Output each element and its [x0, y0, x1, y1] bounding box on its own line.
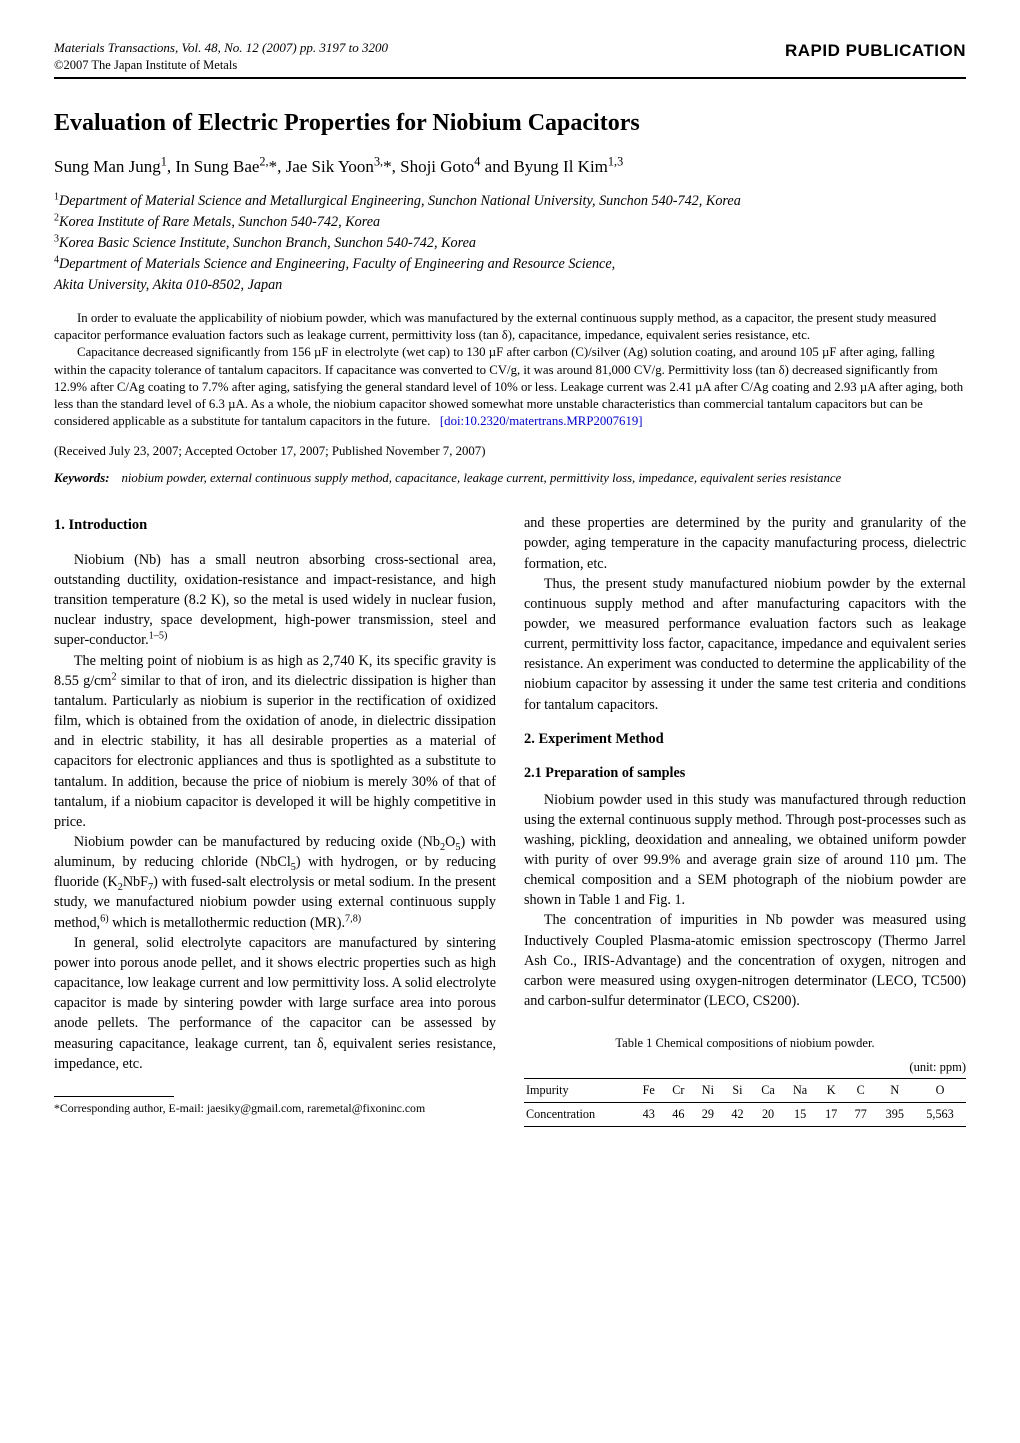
journal-line: Materials Transactions, Vol. 48, No. 12 … [54, 40, 388, 57]
table-1-caption: Table 1 Chemical compositions of niobium… [524, 1035, 966, 1053]
footnote-separator [54, 1096, 174, 1097]
table-1-col-8: C [846, 1078, 876, 1102]
journal-info: Materials Transactions, Vol. 48, No. 12 … [54, 40, 388, 73]
table-1-col-10: O [914, 1078, 966, 1102]
table-1-col-1: Fe [634, 1078, 664, 1102]
section-1-heading: 1. Introduction [54, 515, 496, 536]
table-1-cell: 42 [723, 1103, 753, 1127]
page-header: Materials Transactions, Vol. 48, No. 12 … [54, 40, 966, 79]
affiliation-4: 4Department of Materials Science and Eng… [54, 255, 966, 275]
prep-p1: Niobium powder used in this study was ma… [524, 790, 966, 911]
intro-continued-p1: and these properties are determined by t… [524, 513, 966, 573]
authors: Sung Man Jung1, In Sung Bae2,*, Jae Sik … [54, 156, 966, 179]
abstract-p1: In order to evaluate the applicability o… [54, 310, 966, 345]
prep-p2: The concentration of impurities in Nb po… [524, 910, 966, 1011]
affiliation-3: 3Korea Basic Science Institute, Sunchon … [54, 234, 966, 254]
keywords-label: Keywords: [54, 470, 121, 487]
table-1-col-7: K [816, 1078, 846, 1102]
abstract: In order to evaluate the applicability o… [54, 310, 966, 431]
body-columns: 1. Introduction Niobium (Nb) has a small… [54, 513, 966, 1127]
table-1-cell: 46 [664, 1103, 694, 1127]
intro-continued-p2: Thus, the present study manufactured nio… [524, 574, 966, 715]
corresponding-author-footnote: *Corresponding author, E-mail: jaesiky@g… [54, 1101, 496, 1116]
table-1-cell: 17 [816, 1103, 846, 1127]
intro-p1: Niobium (Nb) has a small neutron absorbi… [54, 550, 496, 651]
affiliation-5: Akita University, Akita 010-8502, Japan [54, 276, 966, 296]
table-1-cell: 395 [876, 1103, 915, 1127]
table-1-cell: 20 [752, 1103, 784, 1127]
table-1-col-0: Impurity [524, 1078, 634, 1102]
table-1-unit: (unit: ppm) [524, 1059, 966, 1077]
paper-title: Evaluation of Electric Properties for Ni… [54, 107, 966, 139]
table-1-cell: 29 [693, 1103, 723, 1127]
intro-p2: The melting point of niobium is as high … [54, 651, 496, 832]
table-1-cell: 43 [634, 1103, 664, 1127]
table-1-col-2: Cr [664, 1078, 694, 1102]
intro-p4: In general, solid electrolyte capacitors… [54, 933, 496, 1074]
footnote-block: *Corresponding author, E-mail: jaesiky@g… [54, 1096, 496, 1116]
keywords-text: niobium powder, external continuous supp… [121, 470, 841, 487]
table-1-cell: 5,563 [914, 1103, 966, 1127]
affiliation-1: 1Department of Material Science and Meta… [54, 192, 966, 212]
table-1-cell: 77 [846, 1103, 876, 1127]
section-2-1-heading: 2.1 Preparation of samples [524, 763, 966, 783]
received-dates: (Received July 23, 2007; Accepted Octobe… [54, 443, 966, 460]
table-1-col-6: Na [784, 1078, 817, 1102]
table-1-header-row: Impurity Fe Cr Ni Si Ca Na K C N O [524, 1078, 966, 1102]
section-label: RAPID PUBLICATION [785, 40, 966, 63]
table-1-cell: Concentration [524, 1103, 634, 1127]
section-2-heading: 2. Experiment Method [524, 729, 966, 750]
affiliations: 1Department of Material Science and Meta… [54, 192, 966, 295]
table-1-col-9: N [876, 1078, 915, 1102]
table-1-block: Table 1 Chemical compositions of niobium… [524, 1035, 966, 1127]
intro-p3: Niobium powder can be manufactured by re… [54, 832, 496, 933]
abstract-p2: Capacitance decreased significantly from… [54, 344, 966, 430]
copyright-line: ©2007 The Japan Institute of Metals [54, 57, 388, 73]
affiliation-2: 2Korea Institute of Rare Metals, Sunchon… [54, 213, 966, 233]
table-1-row-0: Concentration 43 46 29 42 20 15 17 77 39… [524, 1103, 966, 1127]
table-1-col-5: Ca [752, 1078, 784, 1102]
keywords-row: Keywords: niobium powder, external conti… [54, 470, 966, 487]
table-1-col-4: Si [723, 1078, 753, 1102]
table-1-cell: 15 [784, 1103, 817, 1127]
table-1: Impurity Fe Cr Ni Si Ca Na K C N O Conce… [524, 1078, 966, 1128]
table-1-col-3: Ni [693, 1078, 723, 1102]
